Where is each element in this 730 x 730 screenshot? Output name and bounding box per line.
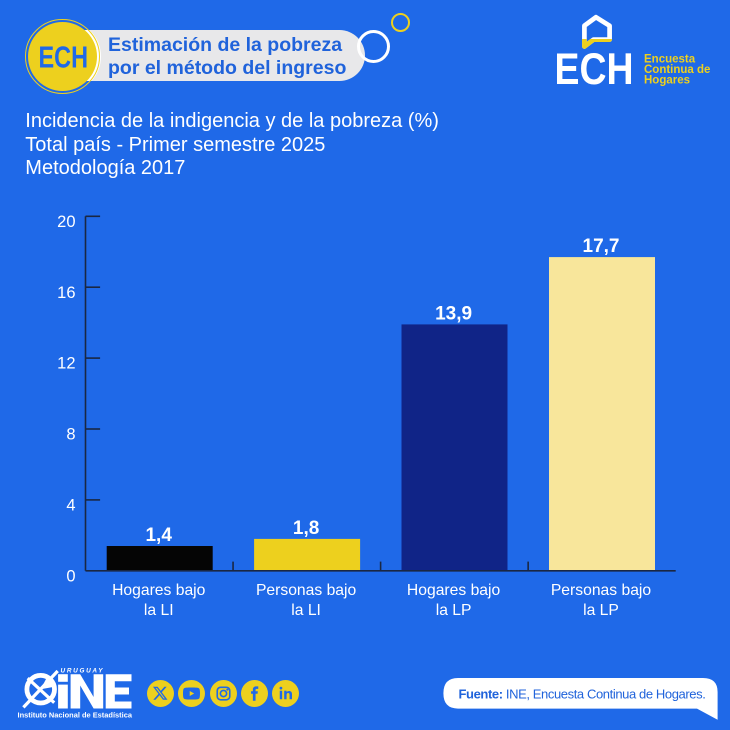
svg-text:Personas bajo: Personas bajo <box>256 582 357 599</box>
svg-text:la LI: la LI <box>291 602 321 619</box>
svg-text:Instituto Nacional de Estadíst: Instituto Nacional de Estadística <box>18 710 133 719</box>
svg-text:la LP: la LP <box>436 602 472 619</box>
svg-text:1,4: 1,4 <box>145 525 172 546</box>
svg-text:Hogares bajo: Hogares bajo <box>112 582 206 599</box>
svg-text:ECH: ECH <box>555 45 634 94</box>
svg-text:12: 12 <box>57 355 75 373</box>
svg-text:URUGUAY: URUGUAY <box>61 668 105 675</box>
svg-text:ECH: ECH <box>39 39 89 74</box>
svg-text:Continua de: Continua de <box>644 64 710 76</box>
svg-text:Encuesta: Encuesta <box>644 53 696 65</box>
svg-text:13,9: 13,9 <box>435 303 472 324</box>
svg-text:Hogares: Hogares <box>644 75 690 87</box>
svg-text:Personas bajo: Personas bajo <box>551 582 652 599</box>
svg-text:la LP: la LP <box>583 602 619 619</box>
svg-text:4: 4 <box>66 497 75 515</box>
svg-text:la LI: la LI <box>144 602 174 619</box>
svg-text:16: 16 <box>57 284 75 302</box>
svg-text:8: 8 <box>66 426 75 444</box>
svg-text:Fuente: INE, Encuesta Continua: Fuente: INE, Encuesta Continua de Hogare… <box>459 686 706 701</box>
svg-text:17,7: 17,7 <box>583 236 620 257</box>
svg-text:Hogares bajo: Hogares bajo <box>407 582 501 599</box>
svg-text:1,8: 1,8 <box>293 518 319 539</box>
svg-text:0: 0 <box>66 567 75 585</box>
svg-text:20: 20 <box>57 213 75 231</box>
